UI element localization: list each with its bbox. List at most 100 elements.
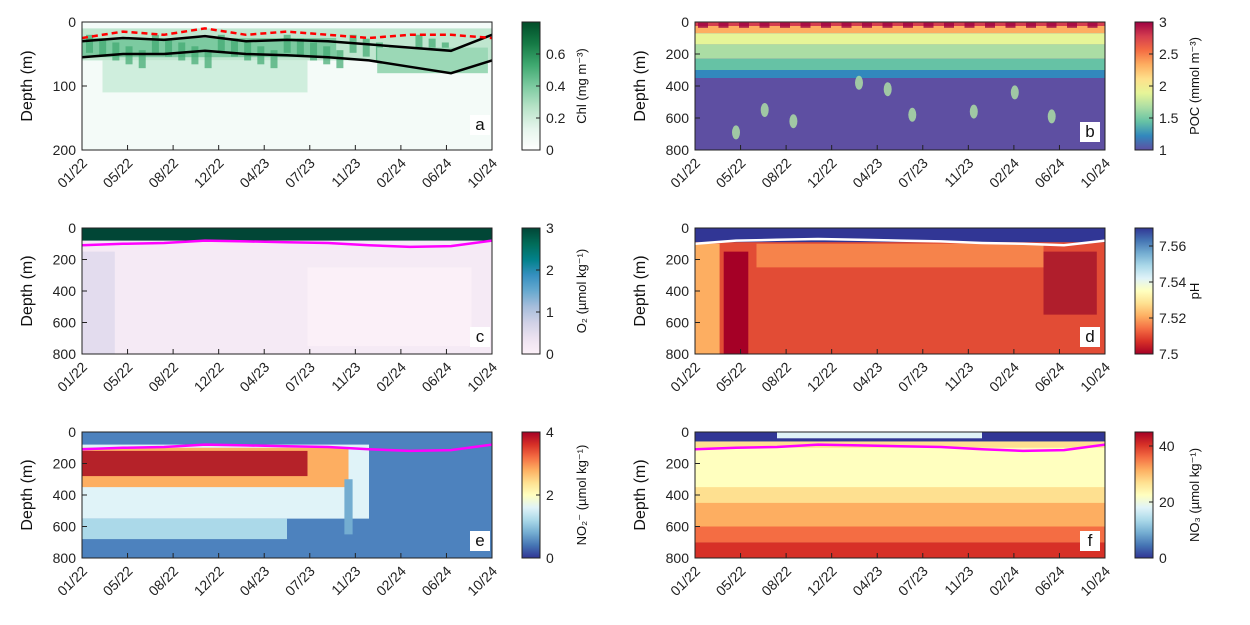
x-tick-label: 07/23 bbox=[895, 359, 931, 395]
x-tick-label: 12/22 bbox=[804, 155, 840, 191]
overlay-magenta_line bbox=[82, 239, 492, 249]
heatmap-field-e bbox=[82, 432, 492, 558]
colorbar-tick-label: 3 bbox=[546, 220, 554, 236]
colorbar-label: Chl (mg m⁻³) bbox=[574, 48, 589, 123]
colorbar-tick-label: 0.2 bbox=[546, 110, 566, 126]
y-tick-label: 200 bbox=[666, 456, 690, 472]
x-tick-label: 08/22 bbox=[758, 155, 794, 191]
x-tick-label: 10/24 bbox=[1077, 359, 1113, 395]
colorbar-f bbox=[1134, 431, 1154, 559]
x-tick-label: 10/24 bbox=[464, 155, 500, 191]
y-axis-label: Depth (m) bbox=[632, 255, 649, 326]
x-tick-label: 07/23 bbox=[282, 563, 318, 599]
x-tick-label: 01/22 bbox=[667, 359, 703, 395]
x-tick-label: 01/22 bbox=[667, 563, 703, 599]
colorbar-tick-label: 7.56 bbox=[1159, 238, 1186, 254]
y-tick-label: 0 bbox=[681, 14, 689, 30]
x-tick-label: 12/22 bbox=[804, 359, 840, 395]
overlay-white_line bbox=[695, 237, 1105, 247]
y-tick-label: 800 bbox=[666, 346, 690, 362]
y-axis-label: Depth (m) bbox=[632, 459, 649, 530]
colorbar-tick-label: 0 bbox=[546, 142, 554, 158]
y-tick-label: 600 bbox=[53, 315, 77, 331]
x-tick-label: 05/22 bbox=[100, 155, 136, 191]
x-tick-label: 02/24 bbox=[986, 155, 1022, 191]
x-tick-label: 12/22 bbox=[804, 563, 840, 599]
x-tick-label: 10/24 bbox=[1077, 563, 1113, 599]
colorbar-c bbox=[521, 227, 541, 355]
y-tick-label: 0 bbox=[681, 220, 689, 236]
y-axis-label: Depth (m) bbox=[19, 255, 36, 326]
panel-label-box bbox=[1080, 122, 1100, 142]
x-tick-label: 04/23 bbox=[849, 155, 885, 191]
y-tick-label: 800 bbox=[53, 346, 77, 362]
x-tick-label: 12/22 bbox=[191, 563, 227, 599]
colorbar-tick-label: 0.4 bbox=[546, 78, 566, 94]
colorbar-label: O₂ (µmol kg⁻¹) bbox=[574, 249, 589, 333]
panel-label-box bbox=[470, 531, 490, 551]
x-tick-label: 04/23 bbox=[236, 155, 272, 191]
panel-a: 0 100 200 Depth (m) 01/22 05/22 08/22 12/22 04/2… bbox=[19, 14, 589, 191]
x-tick-label: 05/22 bbox=[100, 359, 136, 395]
x-tick-label: 11/23 bbox=[328, 563, 364, 599]
x-tick-label: 06/24 bbox=[1031, 359, 1067, 395]
y-tick-label: 100 bbox=[53, 78, 77, 94]
overlay-magenta_line bbox=[695, 443, 1105, 453]
y-axis-label: Depth (m) bbox=[19, 50, 36, 121]
x-tick-label: 04/23 bbox=[236, 563, 272, 599]
y-tick-label: 0 bbox=[68, 14, 76, 30]
x-tick-label: 12/22 bbox=[191, 155, 227, 191]
x-tick-label: 05/22 bbox=[100, 563, 136, 599]
x-tick-label: 10/24 bbox=[1077, 155, 1113, 191]
panel-e: 0 200 400 600 800 Depth (m) 01/22 05/22 08/22 12/… bbox=[19, 424, 589, 599]
colorbar-tick-label: 20 bbox=[1159, 494, 1175, 510]
colorbar-tick-label: 7.5 bbox=[1159, 346, 1179, 362]
y-tick-label: 600 bbox=[53, 519, 77, 535]
panel-label: e bbox=[475, 531, 484, 550]
colorbar-tick-label: 2 bbox=[546, 487, 554, 503]
x-tick-label: 08/22 bbox=[758, 563, 794, 599]
x-tick-label: 02/24 bbox=[373, 155, 409, 191]
overlay-magenta_line bbox=[82, 443, 492, 453]
colorbar-tick-label: 0 bbox=[546, 550, 554, 566]
x-tick-label: 11/23 bbox=[941, 563, 977, 599]
heatmap-field-a bbox=[82, 22, 492, 150]
x-tick-label: 11/23 bbox=[328, 155, 364, 191]
x-tick-label: 06/24 bbox=[418, 155, 454, 191]
y-tick-label: 800 bbox=[53, 550, 77, 566]
colorbar-tick-label: 2 bbox=[546, 262, 554, 278]
x-tick-label: 02/24 bbox=[373, 563, 409, 599]
colorbar-tick-label: 2.5 bbox=[1159, 46, 1179, 62]
x-tick-label: 02/24 bbox=[373, 359, 409, 395]
panel-label-box bbox=[470, 115, 490, 135]
y-tick-label: 200 bbox=[53, 456, 77, 472]
x-tick-label: 06/24 bbox=[1031, 563, 1067, 599]
colorbar-label: NO₂⁻ (µmol kg⁻¹) bbox=[574, 445, 589, 546]
panel-label: b bbox=[1085, 122, 1094, 141]
y-tick-label: 200 bbox=[53, 142, 77, 158]
x-tick-label: 04/23 bbox=[849, 359, 885, 395]
heatmap-field-c bbox=[82, 228, 492, 354]
colorbar-tick-label: 4 bbox=[546, 424, 554, 440]
x-tick-label: 10/24 bbox=[464, 563, 500, 599]
x-tick-label: 08/22 bbox=[145, 563, 181, 599]
colorbar-label: NO₃ (µmol kg⁻¹) bbox=[1187, 448, 1202, 542]
x-tick-label: 01/22 bbox=[54, 563, 90, 599]
x-tick-label: 07/23 bbox=[895, 563, 931, 599]
y-tick-label: 0 bbox=[68, 424, 76, 440]
x-tick-label: 12/22 bbox=[191, 359, 227, 395]
panel-label: c bbox=[476, 327, 485, 346]
colorbar-tick-label: 0.6 bbox=[546, 46, 566, 62]
heatmap-field-f bbox=[695, 432, 1105, 558]
x-tick-label: 01/22 bbox=[54, 155, 90, 191]
heatmap-field-d bbox=[695, 228, 1105, 354]
y-tick-label: 200 bbox=[666, 252, 690, 268]
overlay-black_lower bbox=[82, 49, 492, 75]
colorbar-tick-label: 1.5 bbox=[1159, 110, 1179, 126]
x-tick-label: 11/23 bbox=[328, 359, 364, 395]
panel-label-box bbox=[1080, 531, 1100, 551]
y-tick-label: 0 bbox=[681, 424, 689, 440]
x-tick-label: 05/22 bbox=[713, 155, 749, 191]
y-tick-label: 400 bbox=[53, 283, 77, 299]
y-tick-label: 400 bbox=[666, 487, 690, 503]
